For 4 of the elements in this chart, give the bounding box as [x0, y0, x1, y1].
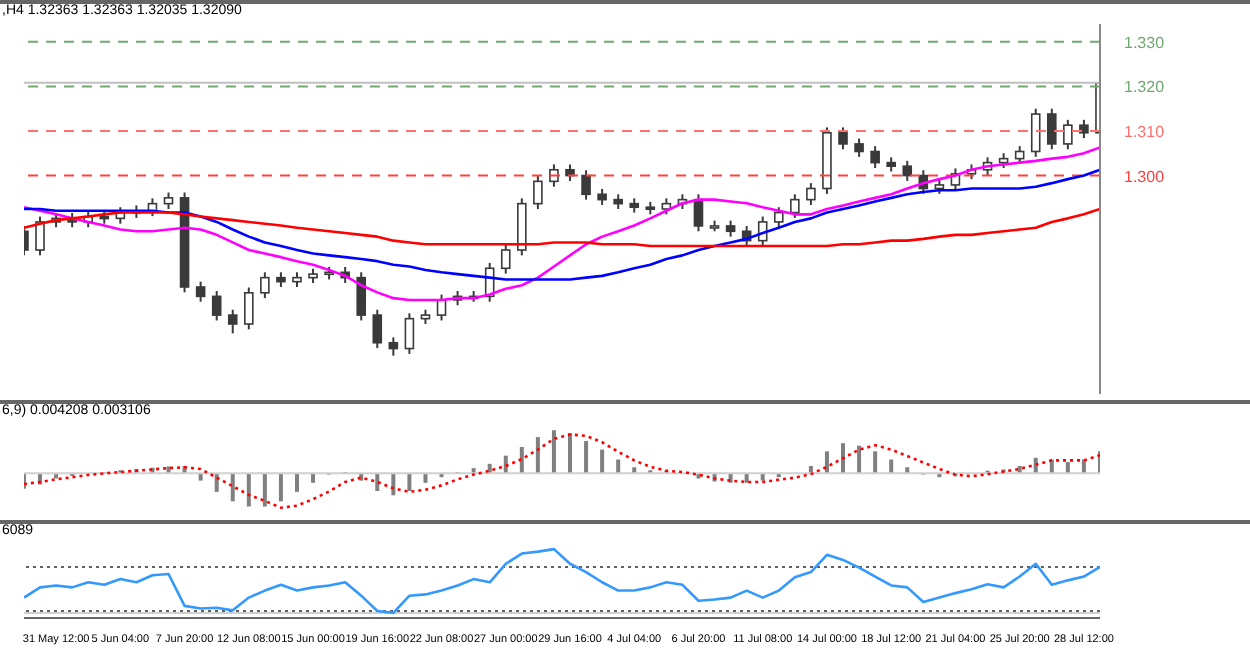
- y-tick-label: 1.330: [1124, 33, 1166, 52]
- y-tick-label: 1.300: [1124, 167, 1166, 186]
- y-tick-label: 1.310: [1124, 122, 1166, 141]
- y-tick-label: 1.320: [1124, 78, 1166, 97]
